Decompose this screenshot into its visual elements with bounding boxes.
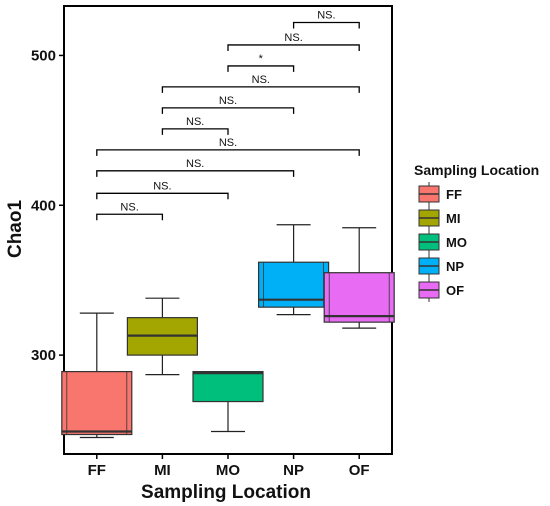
y-tick-label-300: 300: [31, 347, 56, 364]
legend-label-mo: MO: [446, 235, 467, 250]
bracket-mi-np: [161, 107, 295, 114]
x-axis-title: Sampling Location: [141, 482, 311, 503]
sig-label-mi-np: NS.: [219, 95, 237, 107]
bracket-mi-mo: [161, 128, 229, 135]
sig-label-mo-np: *: [259, 53, 264, 65]
bracket-np-of: [292, 21, 360, 29]
legend-label-mi: MI: [446, 211, 460, 226]
bracket-mi-of: [161, 86, 360, 93]
sig-label-ff-of: NS.: [219, 137, 237, 149]
x-tick-label-of: OF: [349, 462, 370, 479]
x-tick-label-ff: FF: [88, 462, 106, 479]
x-tick-label-mi: MI: [154, 462, 171, 479]
legend-label-of: OF: [446, 283, 464, 298]
sig-label-ff-np: NS.: [186, 158, 204, 170]
box-mo: [192, 370, 264, 403]
sig-label-mi-mo: NS.: [186, 116, 204, 128]
x-tick-label-mo: MO: [216, 462, 240, 479]
box-ff: [61, 370, 133, 436]
sig-label-np-of: NS.: [317, 9, 335, 21]
sig-label-ff-mi: NS.: [120, 201, 138, 213]
bracket-mo-np: [227, 65, 295, 72]
bracket-ff-mi: [96, 213, 164, 221]
sig-label-mo-of: NS.: [284, 32, 302, 44]
box-of: [323, 272, 395, 323]
sig-label-mi-of: NS.: [252, 74, 270, 86]
bracket-ff-mo: [96, 192, 229, 200]
y-axis-title: Chao1: [5, 200, 26, 259]
legend: Sampling Location FF MI MO NP OF: [414, 162, 539, 302]
legend-label-ff: FF: [446, 187, 462, 202]
legend-title: Sampling Location: [414, 162, 539, 178]
bracket-ff-np: [96, 170, 295, 177]
legend-label-np: NP: [446, 259, 464, 274]
chart-marks: 300 400 500 FF MI MO NP OF NS. NS. NS. NS. NS. NS. NS.…: [31, 9, 395, 479]
bracket-mo-of: [227, 44, 360, 51]
sig-label-ff-mo: NS.: [153, 180, 171, 192]
y-tick-label-400: 400: [31, 197, 56, 214]
x-tick-label-np: NP: [283, 462, 304, 479]
y-tick-label-500: 500: [31, 47, 56, 64]
bracket-ff-of: [96, 149, 360, 156]
